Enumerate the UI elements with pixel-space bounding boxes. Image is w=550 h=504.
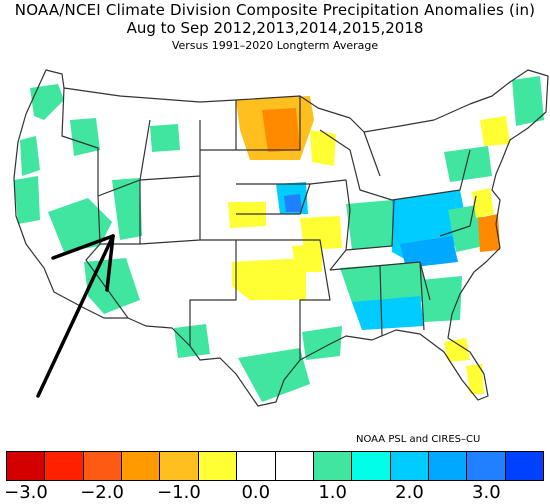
colorbar bbox=[6, 451, 544, 481]
colorbar-swatch bbox=[390, 452, 429, 480]
mt-wet bbox=[150, 124, 180, 152]
colorbar-swatch bbox=[160, 452, 199, 480]
colorbar-swatch bbox=[122, 452, 161, 480]
fl-south-dry bbox=[466, 364, 484, 394]
ne-dry bbox=[480, 116, 510, 146]
nv-west-wet bbox=[48, 198, 112, 252]
ia-core-wet bbox=[284, 194, 302, 212]
mn-core-dry bbox=[262, 108, 300, 152]
map-subtitle-baseline: Versus 1991–2020 Longterm Average bbox=[171, 39, 379, 52]
colorbar-swatch bbox=[198, 452, 238, 480]
id-wet bbox=[70, 118, 100, 156]
fl-dry bbox=[444, 338, 470, 362]
colorbar-swatch bbox=[352, 452, 391, 480]
colorbar-swatch bbox=[237, 452, 276, 480]
va-coast-dry bbox=[478, 214, 500, 252]
arrow-head-left bbox=[51, 234, 115, 260]
tn-wet bbox=[400, 236, 458, 268]
ca-north-wet bbox=[14, 176, 40, 224]
colorbar-swatch bbox=[275, 452, 314, 480]
md-dry bbox=[472, 188, 494, 218]
colorbar-swatch bbox=[7, 452, 46, 480]
arrow-shaft bbox=[36, 234, 115, 398]
il-in-wet bbox=[346, 200, 394, 250]
ok-tx-dry bbox=[232, 258, 306, 300]
colorbar-tick-label: 0.0 bbox=[241, 482, 271, 503]
colorbar-tick-label: −2.0 bbox=[80, 482, 124, 503]
us-outline bbox=[13, 69, 549, 407]
az-wet bbox=[84, 258, 140, 314]
colorbar-swatch bbox=[505, 452, 544, 480]
map-subtitle-period: Aug to Sep 2012,2013,2014,2015,2018 bbox=[126, 19, 424, 37]
ok-south-dry bbox=[292, 244, 322, 272]
colorbar-tick-label: −3.0 bbox=[4, 482, 48, 503]
tx-coast-wet bbox=[302, 326, 342, 360]
colorbar-swatch bbox=[313, 452, 353, 480]
ks-dry bbox=[228, 202, 266, 228]
callout-arrow bbox=[36, 234, 115, 398]
va-wet bbox=[448, 204, 484, 252]
wi-dry bbox=[310, 130, 336, 166]
colorbar-swatch bbox=[467, 452, 506, 480]
colorbar-tick-label: −1.0 bbox=[157, 482, 201, 503]
ny-wet bbox=[444, 146, 492, 182]
nm-wet bbox=[174, 324, 210, 358]
mo-dry bbox=[300, 216, 342, 250]
ut-wet bbox=[112, 178, 142, 240]
ga-wet bbox=[420, 276, 462, 322]
colorbar-swatch bbox=[83, 452, 123, 480]
me-wet bbox=[512, 76, 544, 126]
colorbar-tick-label: 2.0 bbox=[395, 482, 424, 503]
anomaly-fills bbox=[14, 76, 544, 402]
wa-coast-wet bbox=[30, 84, 64, 120]
colorbar-tick-label: 3.0 bbox=[472, 482, 501, 503]
ms-al-wet bbox=[352, 296, 424, 330]
colorbar-swatch bbox=[428, 452, 468, 480]
credit-label: NOAA PSL and CIRES–CU bbox=[356, 434, 481, 445]
colorbar-swatch bbox=[45, 452, 84, 480]
arrow-head-right bbox=[105, 234, 115, 292]
map-title: NOAA/NCEI Climate Division Composite Pre… bbox=[14, 1, 536, 19]
or-coast-wet bbox=[20, 136, 40, 176]
colorbar-tick-label: 1.0 bbox=[318, 482, 347, 503]
tx-south-wet bbox=[238, 348, 310, 402]
